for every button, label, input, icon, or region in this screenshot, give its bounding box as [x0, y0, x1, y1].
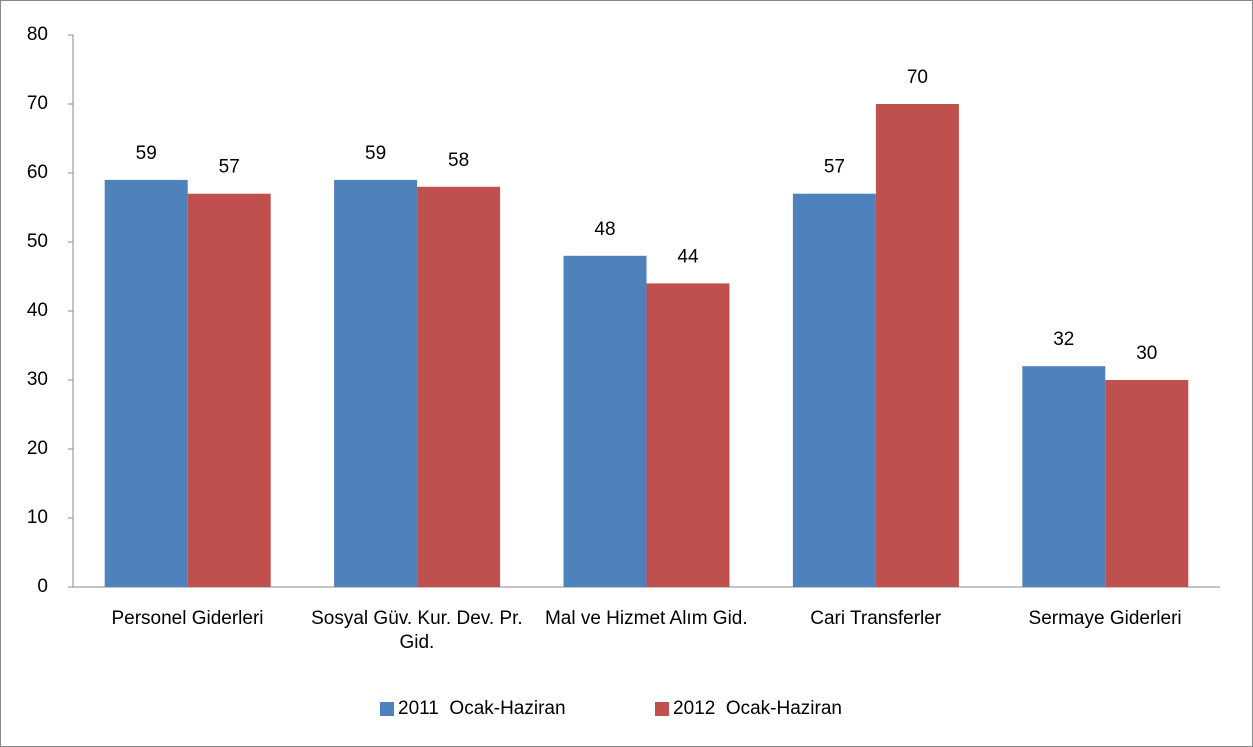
y-tick-label: 40: [27, 300, 48, 321]
y-tick-label: 80: [27, 24, 48, 45]
x-tick-label: Cari Transferler: [810, 608, 942, 629]
bar: [334, 179, 418, 587]
bar: [1105, 380, 1189, 587]
data-label: 59: [365, 143, 386, 164]
data-label: 57: [824, 157, 845, 178]
x-tick-label: Personel Giderleri: [111, 608, 264, 629]
bar: [104, 179, 188, 587]
y-tick-label: 10: [27, 507, 48, 528]
data-label: 70: [907, 67, 928, 88]
y-tick-label: 0: [37, 576, 48, 597]
bar: [1022, 366, 1106, 587]
data-label: 57: [219, 157, 240, 178]
y-tick-label: 20: [27, 438, 48, 459]
x-tick-label: Sermaye Giderleri: [1028, 608, 1182, 629]
bar: [792, 193, 876, 587]
y-tick-label: 30: [27, 369, 48, 390]
y-tick-label: 50: [27, 231, 48, 252]
legend-item: 2012 Ocak-Haziran: [655, 698, 842, 720]
legend-item: 2011 Ocak-Haziran: [380, 698, 566, 720]
data-label: 48: [594, 219, 615, 240]
bar: [563, 255, 647, 588]
legend-swatch: [380, 702, 394, 716]
bar: [187, 193, 271, 587]
y-tick-label: 60: [27, 162, 48, 183]
bar: [646, 283, 730, 587]
x-tick-label: Sosyal Güv. Kur. Dev. Pr. Gid.: [311, 608, 523, 653]
data-label: 59: [136, 143, 157, 164]
data-label: 30: [1136, 343, 1157, 364]
data-label: 58: [448, 150, 469, 171]
bar: [417, 186, 501, 588]
data-label: 32: [1053, 329, 1074, 350]
data-label: 44: [677, 246, 699, 267]
legend-label: 2012 Ocak-Haziran: [673, 698, 842, 719]
legend-swatch: [655, 702, 669, 716]
bar: [875, 104, 959, 587]
x-tick-label: Mal ve Hizmet Alım Gid.: [544, 608, 748, 629]
y-tick-label: 70: [27, 93, 48, 114]
legend-label: 2011 Ocak-Haziran: [398, 698, 566, 719]
